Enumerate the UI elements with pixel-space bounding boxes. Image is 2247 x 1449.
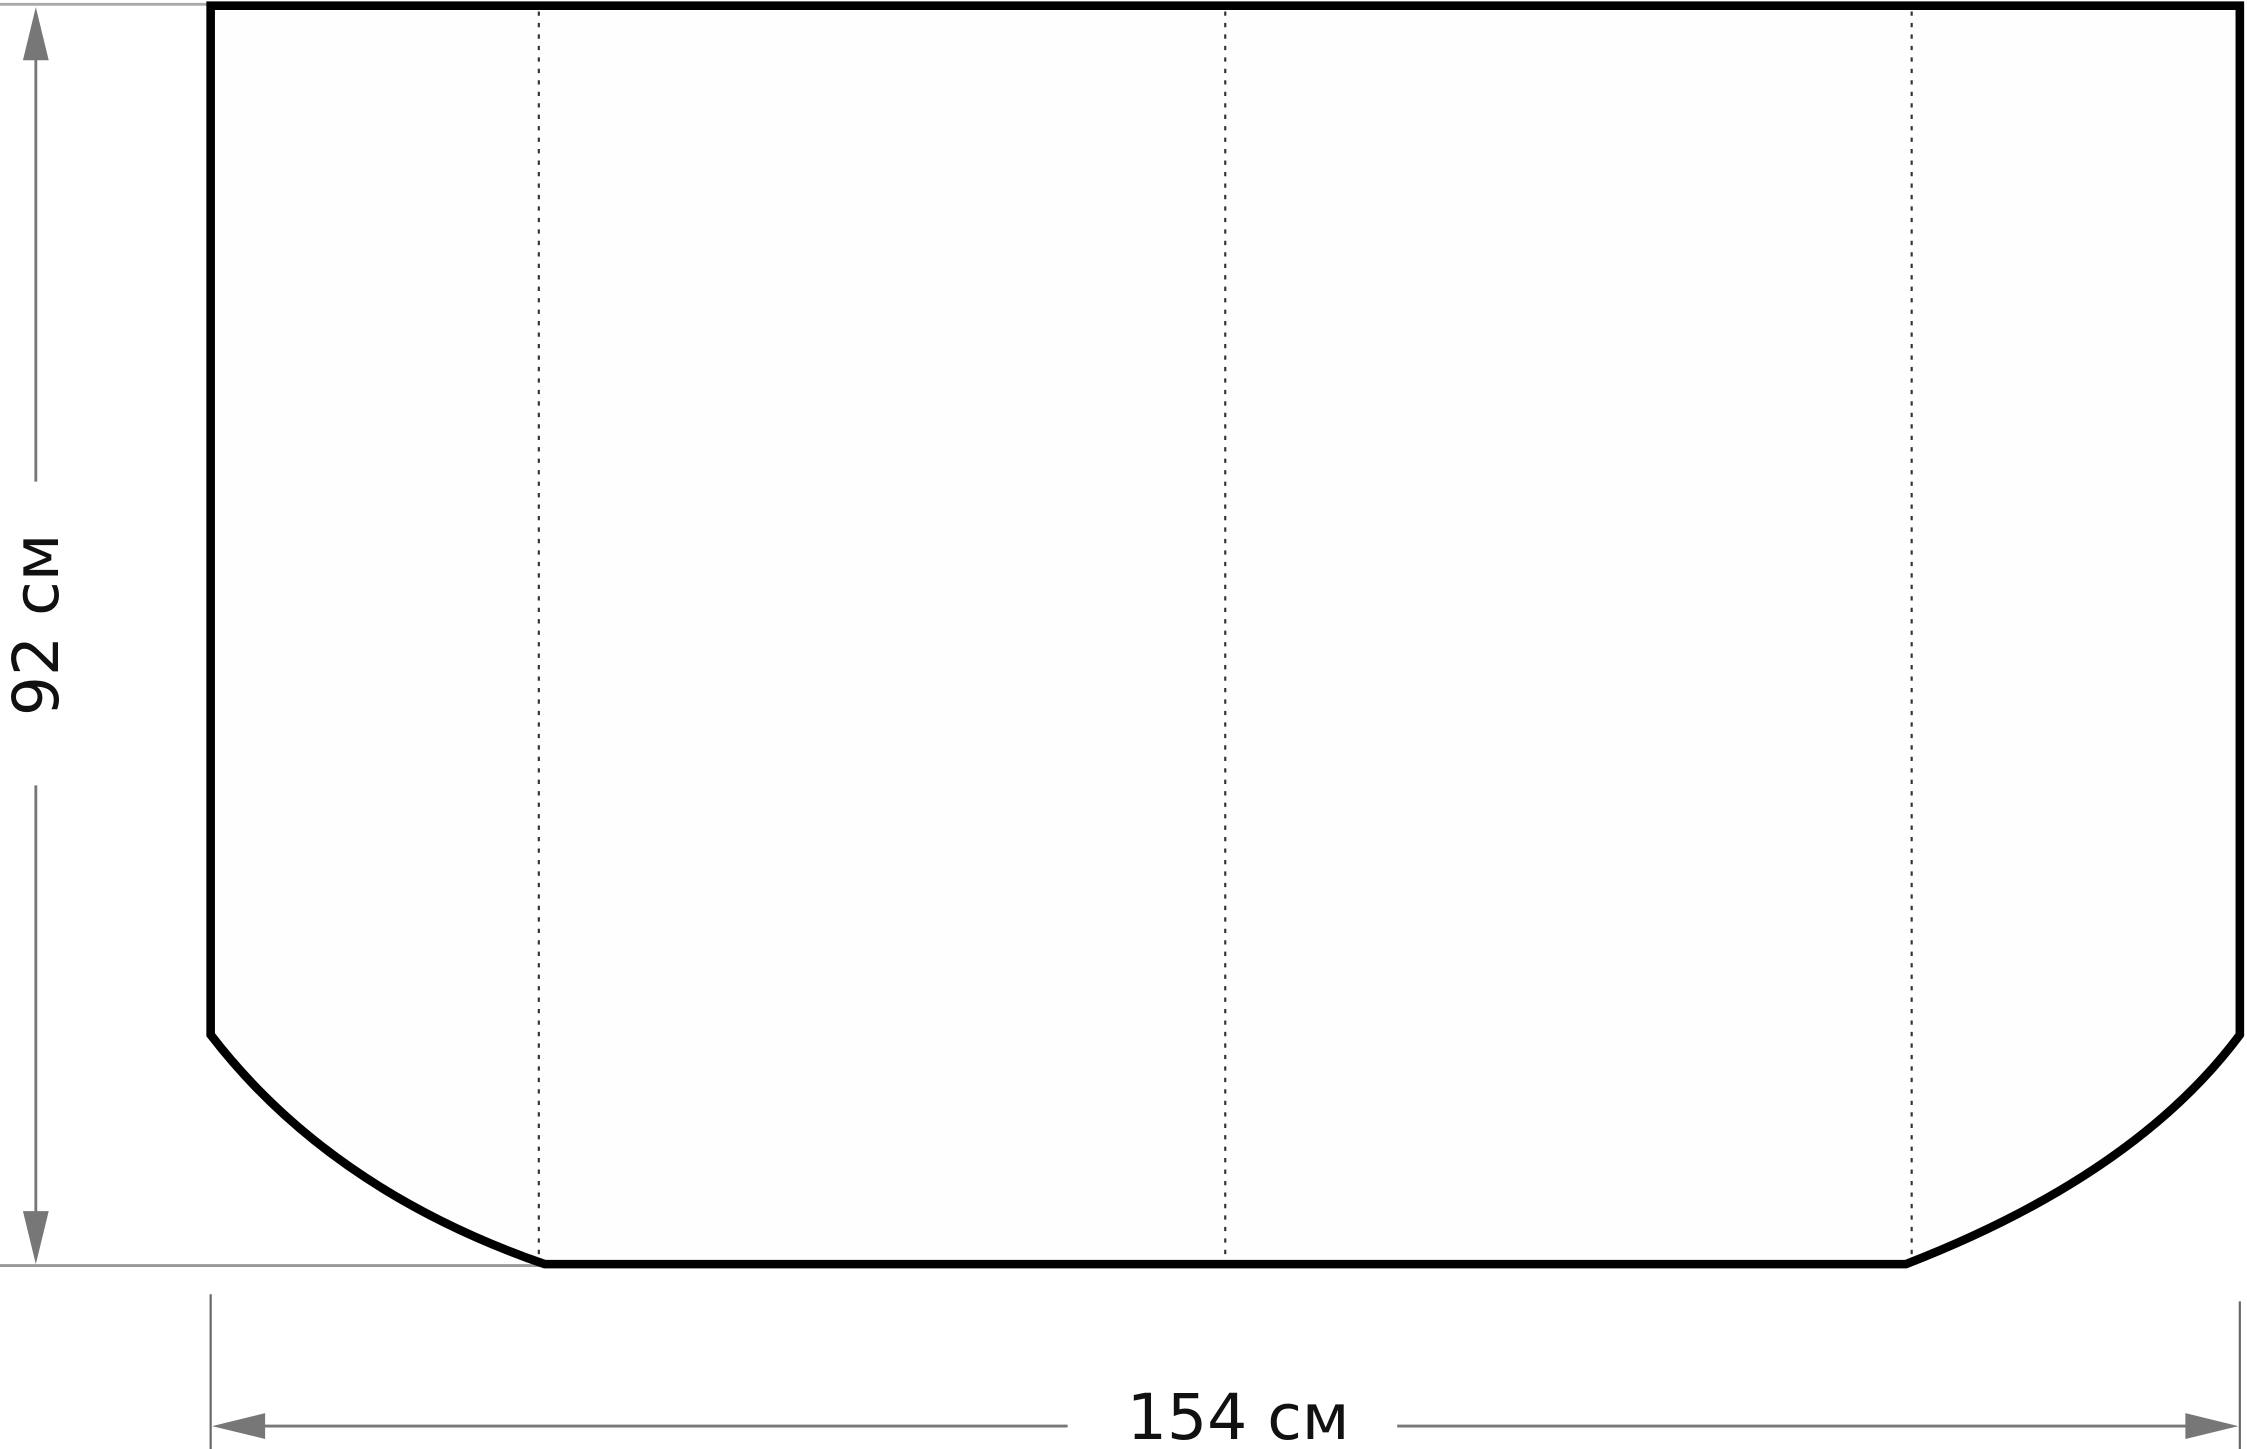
arrow-right-icon: [2185, 1413, 2239, 1439]
height-label: 92 см: [0, 534, 73, 717]
arrow-left-icon: [212, 1413, 266, 1439]
width-label: 154 см: [1127, 1380, 1350, 1449]
arrow-down-icon: [22, 1211, 49, 1265]
arrow-up-icon: [22, 7, 49, 61]
